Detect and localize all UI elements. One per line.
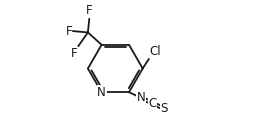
Text: C: C	[148, 97, 157, 110]
Text: N: N	[97, 86, 106, 99]
Text: Cl: Cl	[149, 45, 161, 58]
Text: S: S	[161, 102, 168, 115]
Text: F: F	[86, 4, 93, 17]
Text: F: F	[71, 47, 78, 60]
Text: F: F	[66, 25, 72, 38]
Text: N: N	[136, 91, 145, 104]
